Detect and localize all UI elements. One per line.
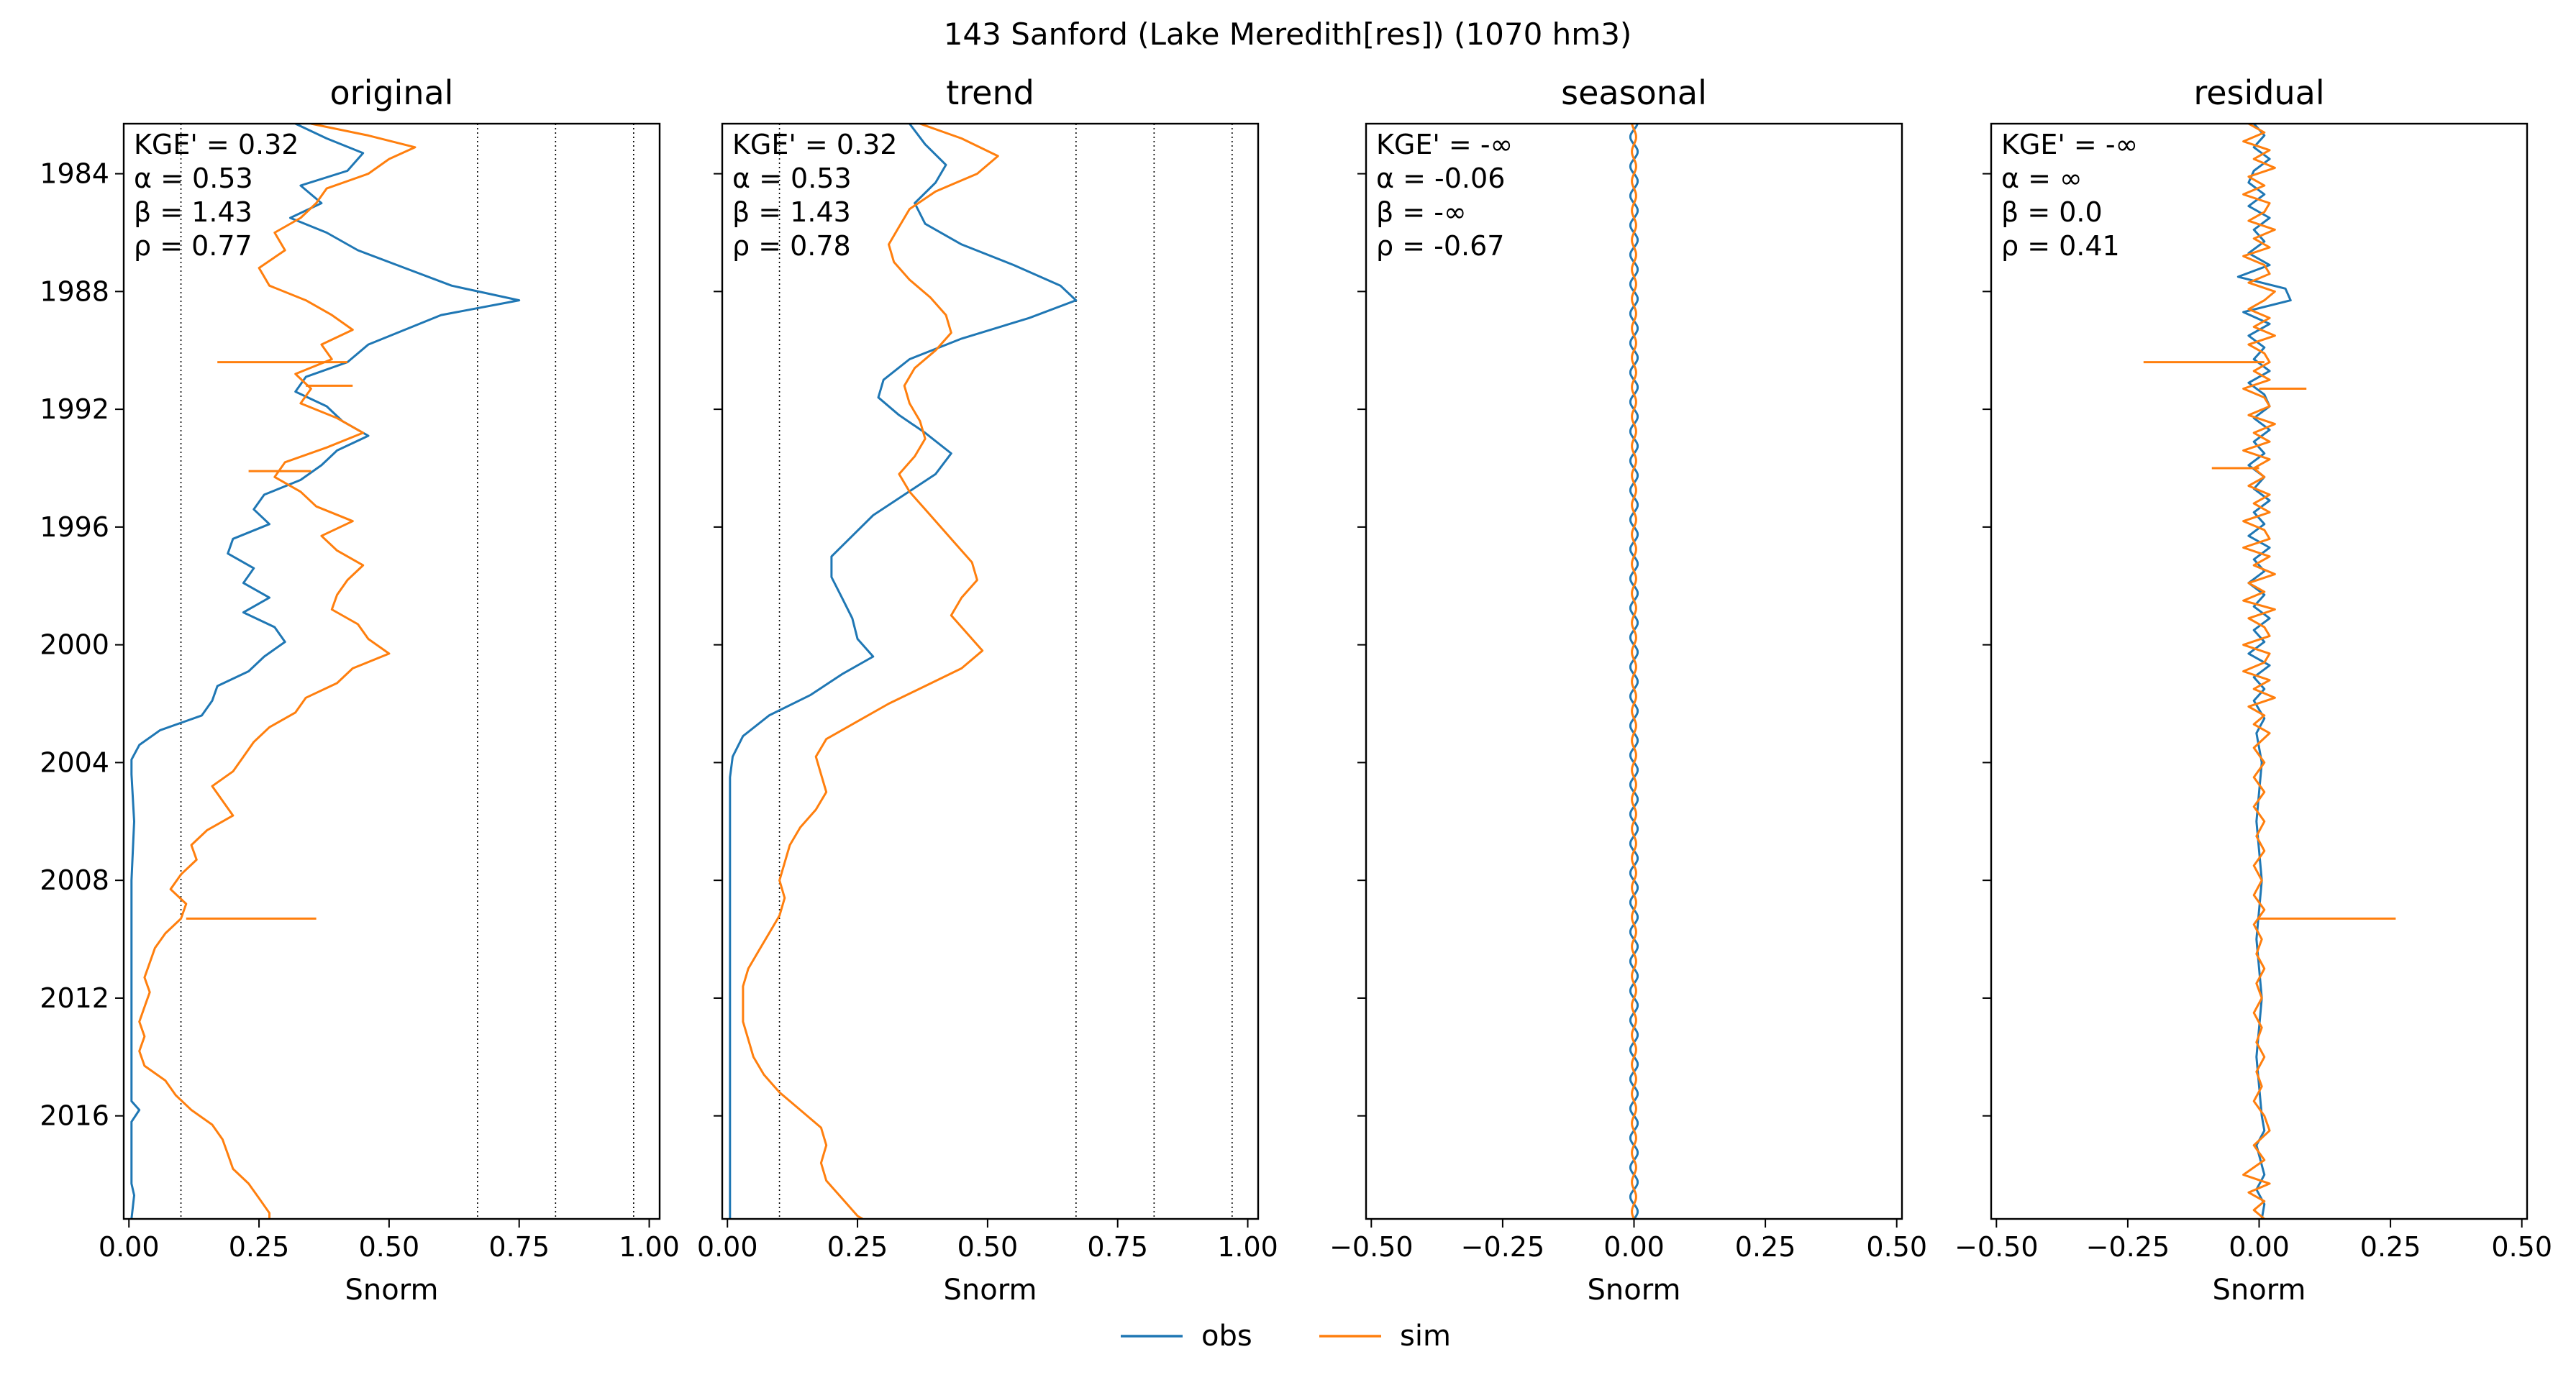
series-obs-line [729,124,1078,1219]
series-obs-line [130,124,521,1219]
series-sim-line [2242,124,2276,1219]
subplot-title: trend [946,73,1034,112]
series-sim-line [138,124,417,1219]
metric-text: KGE' = -∞ [2001,129,2138,160]
x-tick-label: 0.25 [229,1231,290,1263]
metric-text: ρ = 0.78 [732,230,851,262]
x-axis-label: Snorm [2213,1274,2306,1307]
plot-area [130,124,521,1219]
x-tick-label: 0.50 [359,1231,420,1263]
x-tick-label: 0.50 [1866,1231,1927,1263]
metric-text: β = 1.43 [134,196,252,228]
axes-frame [721,122,1260,1220]
x-tick-label: 0.25 [827,1231,888,1263]
metric-text: β = 1.43 [732,196,851,228]
x-tick-label: 0.00 [1603,1231,1665,1263]
x-tick-label: 0.50 [2491,1231,2552,1263]
subplot-title: residual [2193,73,2324,112]
metric-text: β = 0.0 [2001,196,2103,228]
metric-text: KGE' = 0.32 [732,129,897,160]
y-tick-label: 2016 [40,1100,109,1132]
x-tick-label: 0.00 [697,1231,758,1263]
series-sim-line [742,124,999,1219]
x-tick-label: 0.50 [957,1231,1019,1263]
x-axis-label: Snorm [944,1274,1037,1307]
x-tick-label: 0.25 [2360,1231,2421,1263]
legend-obs-label: obs [1201,1320,1252,1353]
metric-text: ρ = 0.77 [134,230,252,262]
metric-text: α = -0.06 [1376,163,1505,194]
y-tick-label: 1992 [40,393,109,425]
metric-text: α = 0.53 [732,163,852,194]
y-tick-label: 1996 [40,511,109,543]
y-tick-label: 1988 [40,275,109,307]
subplot-original: original 0.00 0.25 0.50 0.75 1.00 Snorm 1984 198… [40,73,680,1307]
x-tick-label: 0.75 [488,1231,550,1263]
y-tick-label: 2004 [40,746,109,778]
x-tick-label: 1.00 [1217,1231,1278,1263]
metric-text: ρ = -0.67 [1376,230,1504,262]
figure-suptitle: 143 Sanford (Lake Meredith[res]) (1070 h… [944,17,1632,52]
metric-text: α = ∞ [2001,163,2083,194]
y-tick-label: 2012 [40,982,109,1014]
x-tick-label: −0.25 [2086,1231,2170,1263]
plot-area [729,124,1078,1219]
y-tick-label: 2000 [40,629,109,661]
plot-area [1629,124,1639,1219]
metric-text: KGE' = 0.32 [134,129,299,160]
subplot-trend: trend 0.00 0.25 0.50 0.75 1.00 Snorm KGE' = 0.3… [697,73,1278,1307]
x-tick-label: −0.50 [1329,1231,1413,1263]
series-sim-line [1631,124,1637,1219]
x-tick-label: 1.00 [619,1231,680,1263]
metric-text: β = -∞ [1376,196,1467,228]
y-tick-label: 2008 [40,864,109,896]
legend-sim-label: sim [1400,1320,1451,1353]
y-tick-label: 1984 [40,158,109,190]
x-tick-label: 0.25 [1735,1231,1796,1263]
legend: obs sim [1121,1320,1451,1353]
x-tick-label: 0.00 [99,1231,160,1263]
subplot-residual: residual −0.50 −0.25 0.00 0.25 0.50 Snorm KGE' … [1954,73,2552,1307]
metric-text: α = 0.53 [134,163,253,194]
plot-area [2143,124,2396,1219]
x-tick-label: 0.75 [1087,1231,1148,1263]
x-tick-label: 0.00 [2229,1231,2290,1263]
metric-text: KGE' = -∞ [1376,129,1513,160]
subplot-panels: original 0.00 0.25 0.50 0.75 1.00 Snorm 1984 198… [40,73,2552,1307]
subplot-title: original [330,73,454,112]
axes-frame [122,122,661,1220]
x-axis-label: Snorm [345,1274,439,1307]
metric-text: ρ = 0.41 [2001,230,2120,262]
x-tick-label: −0.25 [1461,1231,1544,1263]
subplot-seasonal: seasonal −0.50 −0.25 0.00 0.25 0.50 Snorm KGE' … [1329,73,1927,1307]
x-axis-label: Snorm [1588,1274,1681,1307]
x-tick-label: −0.50 [1954,1231,2038,1263]
subplot-title: seasonal [1561,73,1707,112]
